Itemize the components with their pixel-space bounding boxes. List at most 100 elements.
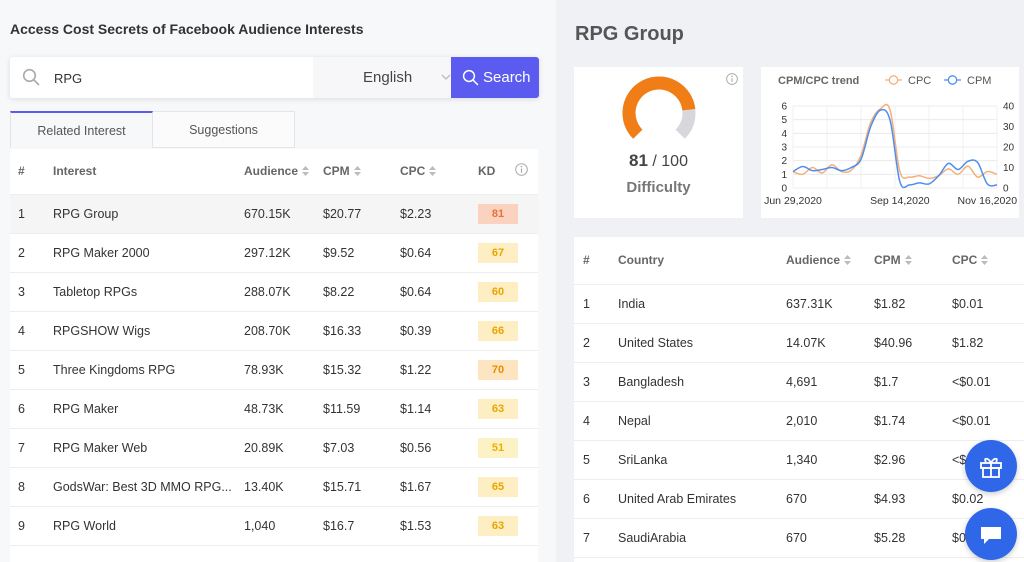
chat-button[interactable] <box>965 508 1017 560</box>
row-cpc: <$0.01 <box>952 375 991 389</box>
kd-badge: 63 <box>478 399 518 419</box>
row-num: 6 <box>583 492 590 506</box>
col-cpc[interactable]: CPC <box>400 164 437 178</box>
sort-icon <box>844 255 852 265</box>
row-cpm: $16.33 <box>323 324 362 338</box>
interest-panel: Access Cost Secrets of Facebook Audience… <box>10 21 539 562</box>
legend-cpc[interactable]: CPC <box>885 75 931 87</box>
table-row[interactable]: 2 United States 14.07K $40.96 $1.82 <box>574 324 1024 363</box>
row-cpc: $0.39 <box>400 324 432 338</box>
table-row[interactable]: 5 Three Kingdoms RPG 78.93K $15.32 $1.22 70 <box>10 351 538 390</box>
x-tick-label: Nov 16,2020 <box>958 195 1018 207</box>
row-cpm: $1.74 <box>874 414 906 428</box>
table-row[interactable]: 1 India 637.31K $1.82 $0.01 <box>574 285 1024 324</box>
row-cpc: $1.82 <box>952 336 984 350</box>
row-num: 1 <box>18 207 25 221</box>
kd-badge: 51 <box>478 438 518 458</box>
row-cpc: $0.64 <box>400 246 432 260</box>
table-row[interactable]: 5 SriLanka 1,340 $2.96 <$ <box>574 441 1024 480</box>
col-cpm-label: CPM <box>323 164 350 178</box>
table-row[interactable]: 4 RPGSHOW Wigs 208.70K $16.33 $0.39 66 <box>10 312 538 351</box>
search-button[interactable]: Search <box>451 57 539 98</box>
tab-suggestions[interactable]: Suggestions <box>153 111 295 148</box>
table-row[interactable]: 9 RPG World 1,040 $16.7 $1.53 63 <box>10 507 538 546</box>
row-interest: Three Kingdoms RPG <box>53 363 176 377</box>
right-axis-ticks: 0 10 20 30 40 <box>1003 102 1015 195</box>
chart-series <box>792 103 998 189</box>
table-row[interactable]: 4 Nepal 2,010 $1.74 <$0.01 <box>574 402 1024 441</box>
difficulty-card: 81 / 100 Difficulty <box>574 67 743 218</box>
row-cpc: $0.56 <box>400 441 432 455</box>
col-cpm[interactable]: CPM <box>323 164 361 178</box>
info-icon[interactable] <box>515 163 528 176</box>
row-num: 4 <box>583 414 590 428</box>
left-tick-label: 1 <box>781 170 787 181</box>
left-tick-label: 5 <box>781 115 787 126</box>
info-icon[interactable] <box>726 73 738 85</box>
table-row[interactable]: 1 RPG Group 670.15K $20.77 $2.23 81 <box>10 195 538 234</box>
col-interest: Interest <box>53 164 97 178</box>
row-cpm: $5.28 <box>874 531 906 545</box>
table-row[interactable] <box>10 546 538 562</box>
tab-related-interest[interactable]: Related Interest <box>10 111 153 148</box>
table-row[interactable]: 2 RPG Maker 2000 297.12K $9.52 $0.64 67 <box>10 234 538 273</box>
row-cpm: $1.7 <box>874 375 899 389</box>
row-country: United Arab Emirates <box>618 492 737 506</box>
row-num: 5 <box>583 453 590 467</box>
language-select[interactable]: English <box>313 57 461 98</box>
search-button-label: Search <box>483 69 531 86</box>
table-row[interactable]: 6 RPG Maker 48.73K $11.59 $1.14 63 <box>10 390 538 429</box>
col-audience-label: Audience <box>244 164 299 178</box>
row-cpc: $0 <box>952 531 966 545</box>
row-cpc: $1.67 <box>400 480 432 494</box>
row-num: 7 <box>18 441 25 455</box>
gift-button[interactable] <box>965 440 1017 492</box>
table-row[interactable]: 7 SaudiArabia 670 $5.28 $0 <box>574 519 1024 558</box>
search-icon <box>462 69 479 86</box>
country-table: # Country Audience CPM CPC 1 India 637.31K… <box>574 237 1024 562</box>
col-num: # <box>18 164 25 178</box>
row-audience: 78.93K <box>244 363 284 377</box>
x-tick-label: Jun 29,2020 <box>764 195 822 207</box>
kd-badge: 63 <box>478 516 518 536</box>
row-audience: 2,010 <box>786 414 818 428</box>
legend-cpm-label: CPM <box>967 75 991 87</box>
col-num: # <box>583 253 590 267</box>
kd-badge: 81 <box>478 204 518 224</box>
table-row[interactable]: 7 RPG Maker Web 20.89K $7.03 $0.56 51 <box>10 429 538 468</box>
table-row[interactable]: 6 United Arab Emirates 670 $4.93 $0.02 <box>574 480 1024 519</box>
col-kd: KD <box>478 164 496 178</box>
x-tick-label: Sep 14,2020 <box>870 195 930 207</box>
page-heading: Access Cost Secrets of Facebook Audience… <box>10 21 364 37</box>
table-row[interactable]: 3 Tabletop RPGs 288.07K $8.22 $0.64 60 <box>10 273 538 312</box>
chart-title: CPM/CPC trend <box>778 75 859 87</box>
col-cpc-label: CPC <box>400 164 426 178</box>
difficulty-value: 81 <box>629 151 648 170</box>
row-interest: RPG Maker <box>53 402 119 416</box>
kd-badge: 60 <box>478 282 518 302</box>
row-cpc: $0.64 <box>400 285 432 299</box>
search-input[interactable] <box>54 68 304 88</box>
legend-cpm[interactable]: CPM <box>944 75 991 87</box>
row-cpm: $15.71 <box>323 480 362 494</box>
sort-icon <box>353 166 361 176</box>
row-cpm: $8.22 <box>323 285 355 299</box>
row-num: 5 <box>18 363 25 377</box>
row-audience: 20.89K <box>244 441 284 455</box>
col-audience[interactable]: Audience <box>786 253 852 267</box>
row-audience: 670 <box>786 492 807 506</box>
right-tick-label: 40 <box>1003 102 1015 113</box>
table-row[interactable]: 8 GodsWar: Best 3D MMO RPG... 13.40K $15.71… <box>10 468 538 507</box>
col-cpm[interactable]: CPM <box>874 253 912 267</box>
row-cpm: $2.96 <box>874 453 906 467</box>
left-tick-label: 0 <box>781 184 787 195</box>
table-row[interactable]: 3 Bangladesh 4,691 $1.7 <$0.01 <box>574 363 1024 402</box>
row-audience: 670.15K <box>244 207 291 221</box>
row-interest: GodsWar: Best 3D MMO RPG... <box>53 480 232 494</box>
col-cpc[interactable]: CPC <box>952 253 989 267</box>
chevron-down-icon <box>441 74 451 80</box>
row-cpm: $7.03 <box>323 441 355 455</box>
row-audience: 670 <box>786 531 807 545</box>
kd-badge: 67 <box>478 243 518 263</box>
col-audience[interactable]: Audience <box>244 164 310 178</box>
